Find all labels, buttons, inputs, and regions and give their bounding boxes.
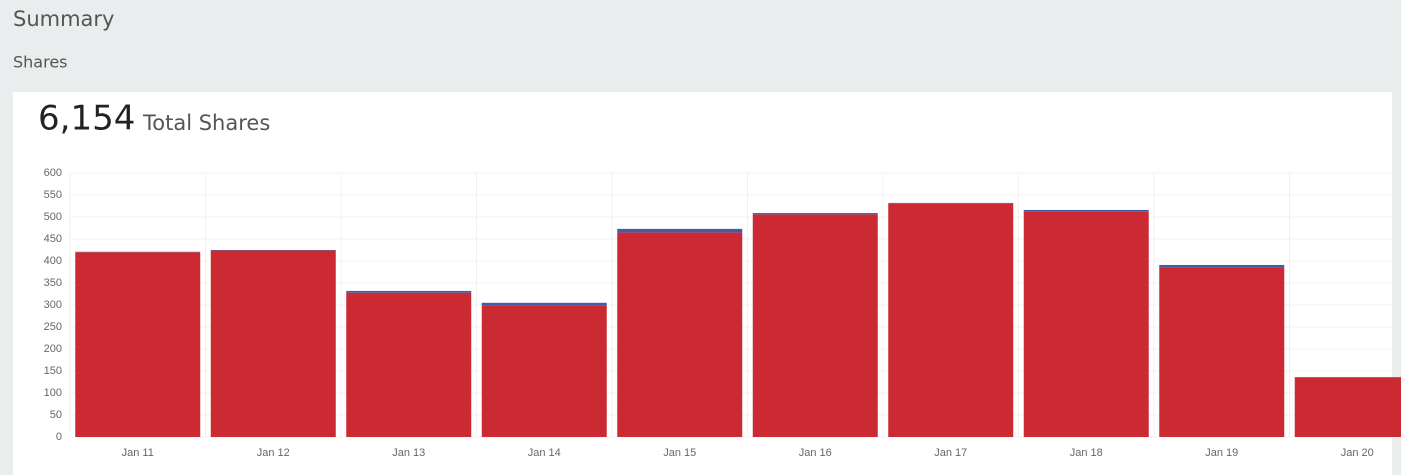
x-tick-label: Jan 16 <box>799 447 832 459</box>
x-tick-label: Jan 19 <box>1205 447 1238 459</box>
x-tick-label: Jan 15 <box>663 447 696 459</box>
chart: 0 50 100 150 200 250 300 350 400 450 500 550 600 Jan … <box>44 167 1401 459</box>
x-tick-label: Jan 17 <box>934 447 967 459</box>
bar-segment <box>210 250 336 437</box>
page-title: Summary <box>13 7 114 31</box>
bar-segment <box>617 228 743 233</box>
section-title: Shares <box>13 53 68 72</box>
bar-segment <box>888 203 1014 437</box>
bar-segment <box>481 302 607 306</box>
bar-segment <box>752 213 878 215</box>
x-tick-label: Jan 18 <box>1070 447 1103 459</box>
y-tick-label: 500 <box>44 211 62 223</box>
bar-segment <box>1159 267 1285 437</box>
bar-segment <box>1023 211 1149 437</box>
y-tick-label: 50 <box>50 409 62 421</box>
bar-segment <box>346 292 472 437</box>
y-tick-label: 350 <box>44 277 62 289</box>
y-tick-label: 0 <box>56 431 62 443</box>
bar-segment <box>752 214 878 437</box>
y-tick-label: 550 <box>44 189 62 201</box>
y-tick-label: 600 <box>44 167 62 179</box>
x-tick-label: Jan 14 <box>528 447 561 459</box>
bar-segment <box>481 305 607 437</box>
bar-segment <box>617 232 743 437</box>
bar-segment <box>888 202 1014 204</box>
bar-segment <box>1023 209 1149 212</box>
total-caption: Total Shares <box>142 111 270 135</box>
x-tick-label: Jan 20 <box>1341 447 1374 459</box>
x-tick-label: Jan 12 <box>257 447 290 459</box>
y-tick-label: 300 <box>44 299 62 311</box>
y-tick-label: 100 <box>44 387 62 399</box>
x-tick-label: Jan 13 <box>392 447 425 459</box>
total-value: 6,154 <box>38 99 135 139</box>
bar-segment <box>346 290 472 293</box>
y-tick-label: 150 <box>44 365 62 377</box>
y-tick-label: 200 <box>44 343 62 355</box>
y-tick-label: 400 <box>44 255 62 267</box>
y-tick-label: 450 <box>44 233 62 245</box>
bar-segment <box>1159 264 1285 268</box>
x-tick-label: Jan 11 <box>122 447 154 459</box>
bar-segment <box>1294 377 1401 437</box>
y-tick-label: 250 <box>44 321 62 333</box>
bar-segment <box>75 252 201 437</box>
